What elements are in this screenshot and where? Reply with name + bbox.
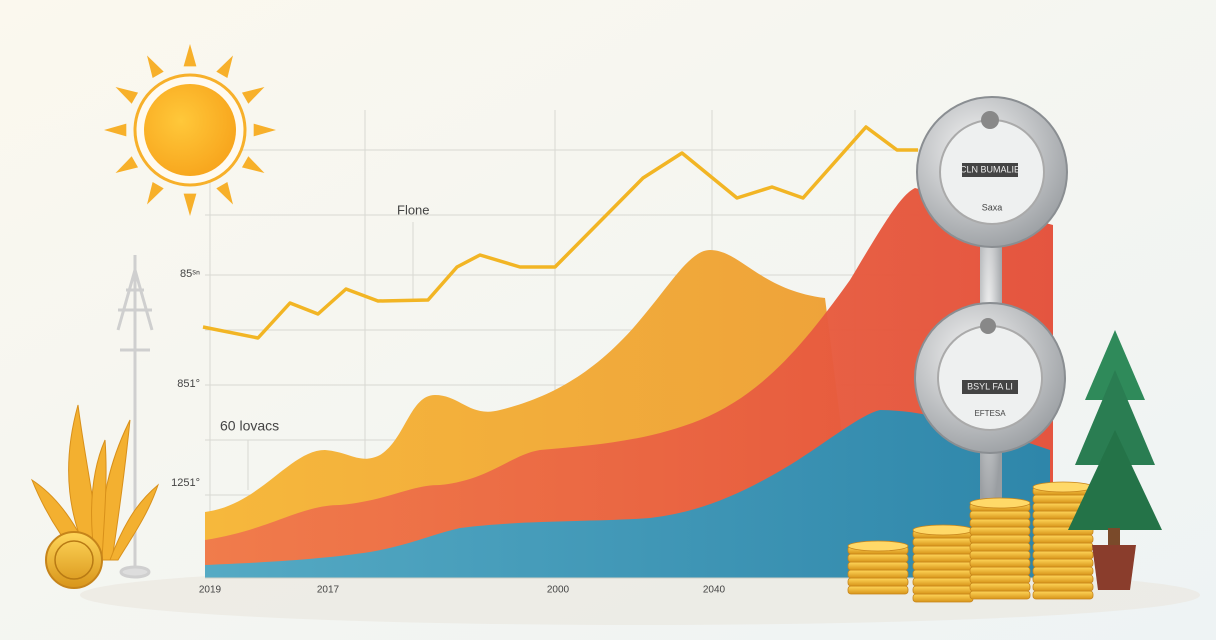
y-label: 85ˢⁿ: [180, 268, 200, 280]
coin: [912, 593, 974, 603]
meter-caption: Saxa: [982, 202, 1003, 212]
coin: [969, 510, 1031, 520]
y-label: 1251°: [171, 477, 200, 489]
sun-ray: [115, 156, 139, 173]
x-label: 2040: [703, 585, 726, 596]
coin-large: [45, 531, 103, 589]
coin-top: [912, 524, 974, 536]
coin: [1032, 542, 1094, 552]
meter-display: BSYL FA LI: [967, 381, 1013, 391]
power-tower: [116, 255, 154, 579]
coin: [912, 577, 974, 587]
coin: [912, 553, 974, 563]
x-label: 2017: [317, 585, 340, 596]
meter-top: [916, 96, 1068, 248]
coin: [1032, 590, 1094, 600]
coin: [912, 585, 974, 595]
meter-display: CLN BUMALIE: [960, 164, 1020, 174]
coin: [847, 561, 909, 571]
coin: [912, 545, 974, 555]
sun-ray: [104, 123, 127, 137]
x-label: 2019: [199, 585, 222, 596]
coin-top: [969, 497, 1031, 509]
coin: [969, 582, 1031, 592]
trend-line: [202, 125, 918, 340]
coin: [969, 526, 1031, 536]
sun-ray: [115, 87, 139, 104]
sun-ray: [216, 181, 233, 205]
sun-ray: [241, 156, 265, 173]
coin: [1032, 574, 1094, 584]
meter-bottom: [914, 302, 1066, 454]
sun-ray: [216, 55, 233, 79]
coin-stacks: [847, 481, 1094, 603]
coin: [969, 558, 1031, 568]
meter-caption: EFTESA: [974, 409, 1006, 418]
coin: [969, 566, 1031, 576]
sun-ray: [253, 123, 276, 137]
sun-ray: [147, 181, 164, 205]
sun-ray: [183, 44, 197, 67]
coin: [847, 553, 909, 563]
coin: [1032, 558, 1094, 568]
coin: [969, 590, 1031, 600]
coin: [847, 577, 909, 587]
coin: [912, 569, 974, 579]
x-label: 2000: [547, 585, 570, 596]
sun: [104, 44, 276, 216]
sun-ray: [147, 55, 164, 79]
y-label: 851°: [177, 378, 200, 390]
sun-ray: [183, 193, 197, 216]
coin: [969, 534, 1031, 544]
coin: [969, 518, 1031, 528]
coin: [969, 574, 1031, 584]
coin: [1032, 550, 1094, 560]
area-blue: [205, 410, 1050, 578]
coin: [912, 561, 974, 571]
tree: [1068, 330, 1162, 590]
coin: [969, 542, 1031, 552]
coin: [969, 550, 1031, 560]
coin: [847, 569, 909, 579]
coin: [847, 585, 909, 595]
annotation: Flone: [397, 202, 430, 217]
coin: [912, 537, 974, 547]
annotation: 60 lovacs: [220, 418, 279, 434]
coin: [1032, 582, 1094, 592]
sun-ray: [241, 87, 265, 104]
coin: [1032, 566, 1094, 576]
coin-top: [847, 540, 909, 552]
coin-top: [1032, 481, 1094, 493]
coin: [1032, 534, 1094, 544]
